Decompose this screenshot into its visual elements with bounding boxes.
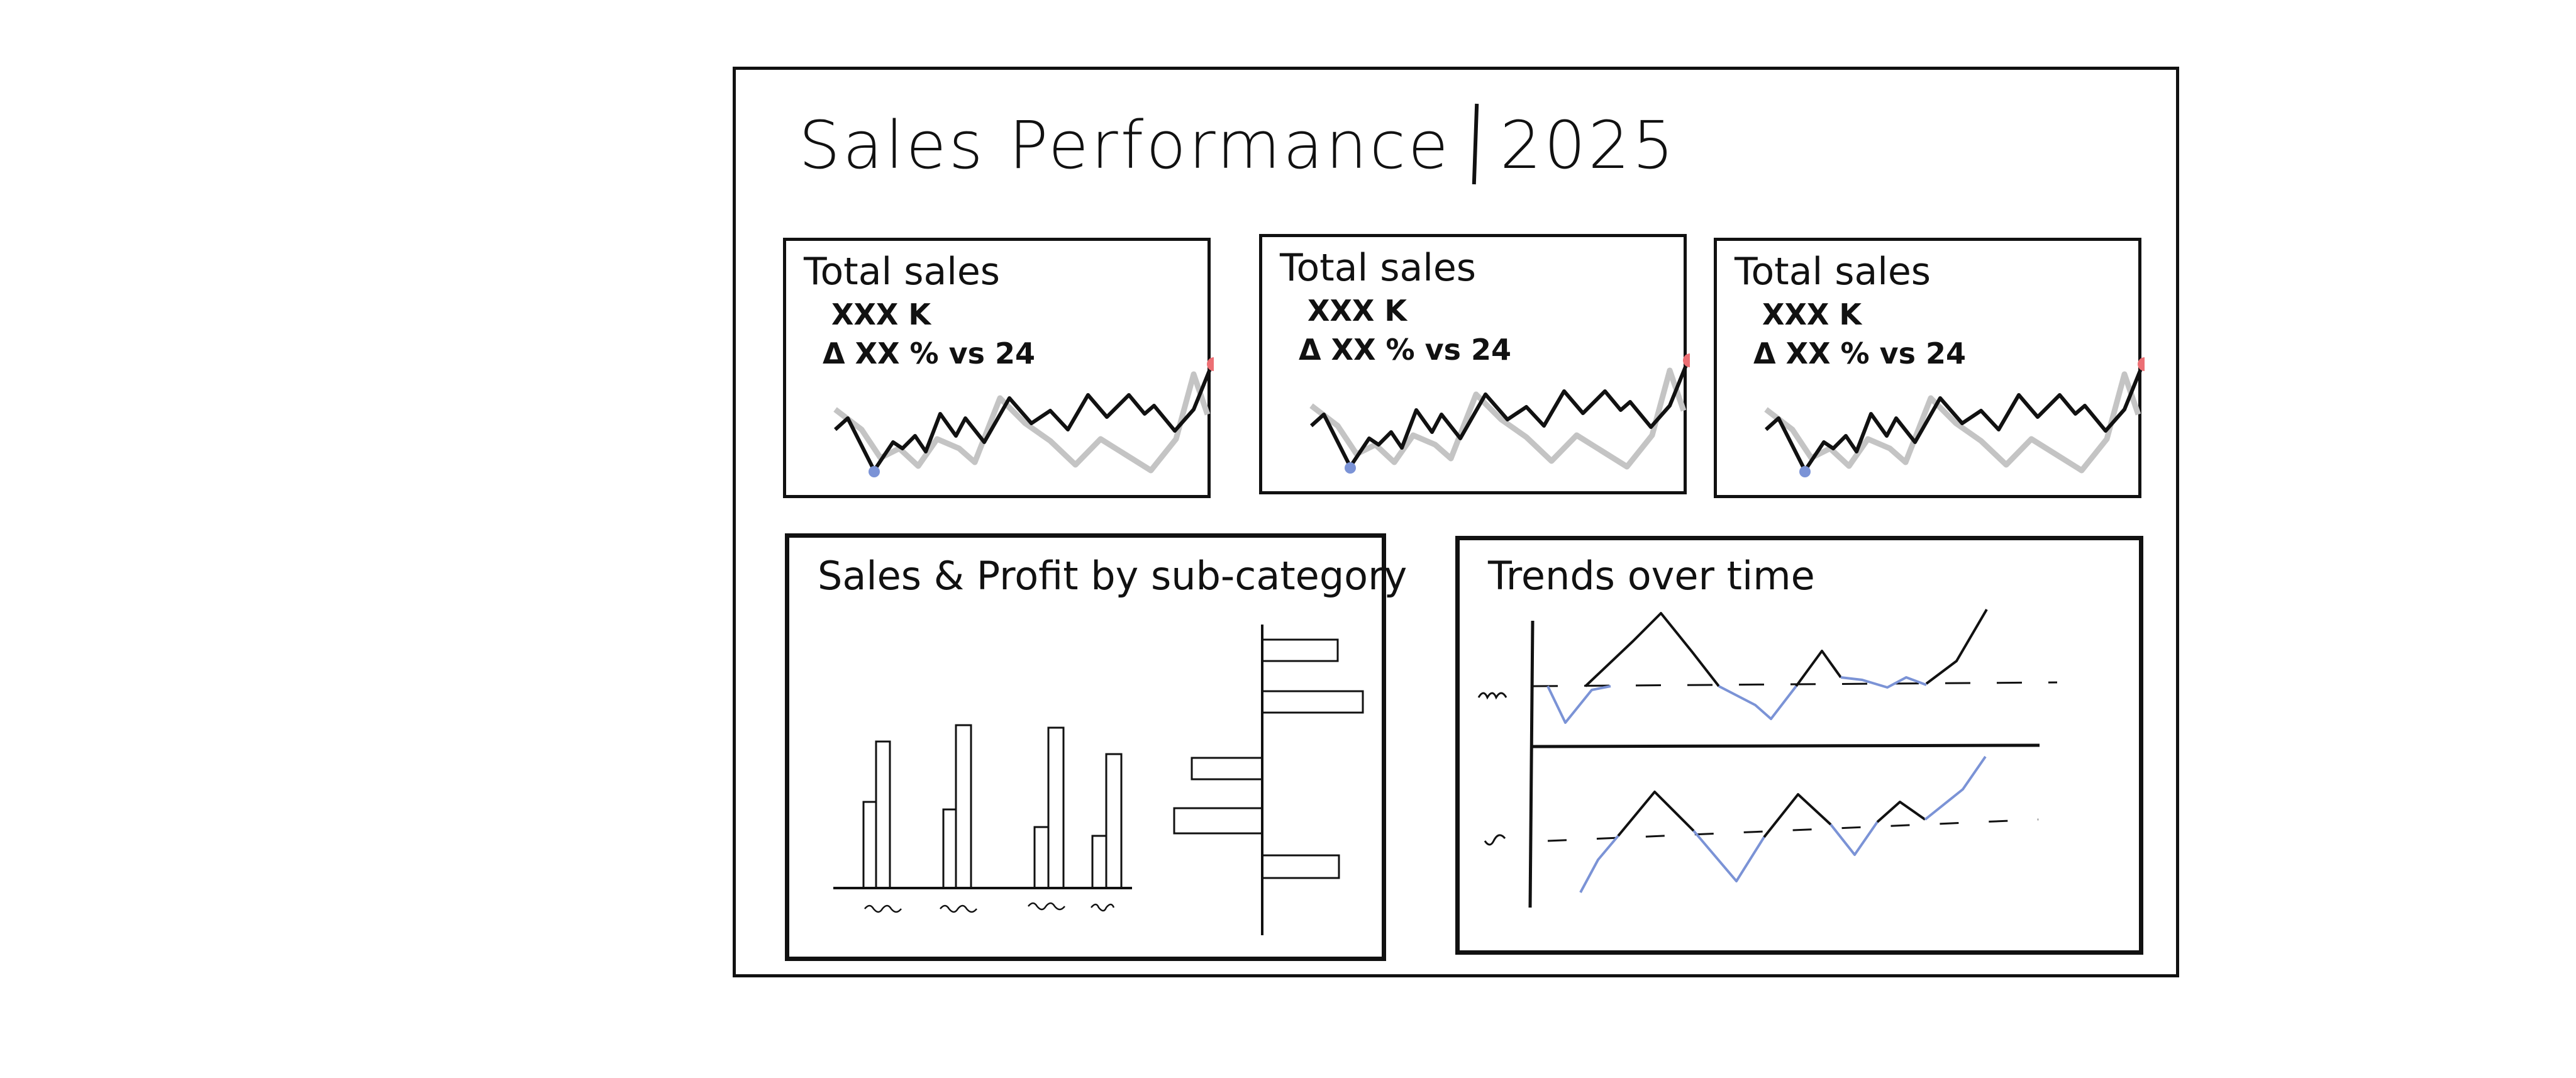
dashboard-title: Sales Performance 2025 (799, 103, 1677, 191)
bar-sales (862, 801, 877, 889)
bar-profit (1047, 726, 1065, 889)
title-year: 2025 (1499, 107, 1677, 184)
sparkline-max-marker (2138, 357, 2145, 371)
trend-line-below-target (1924, 755, 1987, 821)
bar-positive (1261, 690, 1364, 714)
bar-profit (1105, 753, 1123, 889)
kpi-sparkline (1764, 357, 2145, 477)
trends-panel[interactable]: Trends over time (1455, 536, 2143, 955)
kpi-card-2[interactable]: Total sales XXX K Δ XX % vs 24 (1259, 234, 1690, 494)
trend-line-below-target (1692, 830, 1765, 882)
trends-chart (1477, 608, 2058, 908)
trend-line-above-target (1876, 801, 1926, 823)
y-axis-line (1528, 620, 1535, 908)
kpi-label: Total sales (1735, 250, 1931, 294)
dashboard-frame (733, 67, 2179, 977)
bar-profit (875, 740, 891, 889)
trend-line-below-target (1829, 821, 1879, 856)
kpi-delta: Δ XX % vs 24 (823, 336, 1036, 370)
trend-line-above-target (1925, 608, 1988, 685)
sparkline-max-marker (1207, 357, 1214, 371)
sparkline-current-year (833, 362, 1214, 472)
target-line (1532, 681, 2058, 687)
panel-title: Trends over time (1488, 553, 1815, 599)
trend-line-above-target (1763, 793, 1832, 838)
category-label-scribble (1028, 902, 1065, 911)
trend-line-above-target (1584, 612, 1720, 687)
target-line (1547, 818, 2039, 842)
sparkline-max-marker (1683, 353, 1690, 367)
category-label-scribble (864, 904, 902, 913)
kpi-sparkline (833, 357, 1214, 477)
sparkline-previous-year (833, 371, 1211, 474)
trend-line-below-target (1718, 685, 1797, 720)
kpi-card-1[interactable]: Total sales XXX K Δ XX % vs 24 (783, 238, 1214, 498)
sales-profit-panel[interactable]: Sales & Profit by sub-category (785, 533, 1407, 961)
sparkline-previous-year (1309, 367, 1687, 470)
y-axis-label-scribble (1477, 692, 1507, 700)
kpi-label: Total sales (804, 250, 1001, 294)
sparkline-min-marker (1799, 466, 1811, 477)
bar-profit (955, 724, 972, 889)
kpi-value: XXX K (831, 297, 931, 331)
sparkline-current-year (1309, 358, 1690, 469)
lower-trend (1579, 755, 1987, 893)
kpi-label: Total sales (1280, 246, 1477, 290)
trend-line-below-target (1579, 835, 1619, 893)
kpi-sparkline (1309, 353, 1690, 474)
trend-line-below-target (1840, 676, 1927, 689)
bar-sales (1091, 835, 1108, 889)
sparkline-current-year (1764, 362, 2145, 472)
panel-title: Sales & Profit by sub-category (818, 553, 1407, 599)
sparkline-min-marker (869, 466, 880, 477)
kpi-card-3[interactable]: Total sales XXX K Δ XX % vs 24 (1714, 238, 2145, 498)
trend-line-above-target (1617, 791, 1695, 837)
sales-profit-chart (833, 625, 1364, 935)
bar-sales (942, 808, 957, 889)
title-text: Sales Performance (799, 107, 1451, 184)
kpi-value: XXX K (1762, 297, 1862, 331)
kpi-delta: Δ XX % vs 24 (1299, 333, 1512, 367)
trend-line-above-target (1795, 650, 1842, 687)
sparkline-min-marker (1345, 462, 1356, 474)
sparkline-previous-year (1764, 371, 2141, 474)
upper-trend (1546, 608, 1988, 724)
category-label-scribble (1091, 903, 1115, 912)
title-separator (1472, 103, 1479, 184)
bar-negative (1191, 757, 1263, 781)
column-chart (833, 724, 1132, 913)
trend-line-below-target (1546, 685, 1611, 724)
category-label-scribble (940, 904, 977, 913)
y-axis-label-scribble (1484, 834, 1506, 846)
bar-sales (1033, 826, 1050, 889)
panel-divider-line (1532, 743, 2040, 748)
bar-positive (1261, 638, 1339, 662)
kpi-delta: Δ XX % vs 24 (1753, 336, 1967, 370)
diverging-bar-chart (1173, 625, 1364, 935)
kpi-value: XXX K (1307, 294, 1407, 328)
bar-negative (1173, 807, 1263, 835)
bar-positive (1261, 854, 1340, 879)
